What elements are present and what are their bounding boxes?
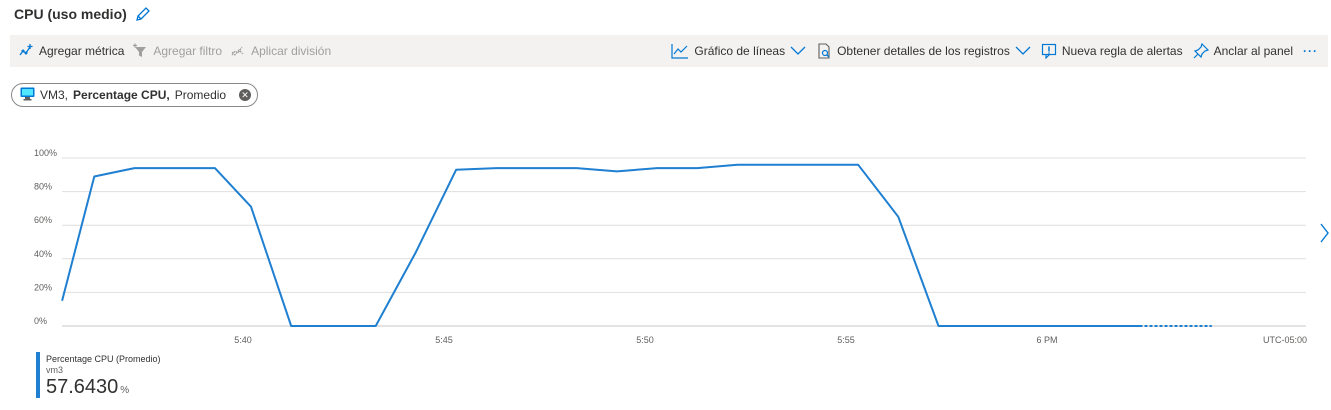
chevron-down-icon	[790, 46, 806, 56]
more-options-button[interactable]: ···	[1299, 35, 1322, 67]
x-tick-label: 5:50	[636, 335, 654, 345]
add-metric-button[interactable]: Agregar métrica	[14, 35, 128, 67]
pill-metric: Percentage CPU,	[73, 88, 170, 102]
metric-pill[interactable]: VM3, Percentage CPU, Promedio ✕	[11, 83, 259, 107]
y-tick-label: 40%	[34, 249, 52, 259]
legend-resource: vm3	[46, 365, 64, 375]
x-tick-label: 5:40	[234, 335, 252, 345]
pin-to-dashboard-button[interactable]: Anclar al panel	[1189, 35, 1297, 67]
cpu-line-chart: 100% 80% 60% 40% 20% 0% 5:40 5:45 5:50 5:55 6 PM UT…	[34, 148, 1307, 345]
add-filter-label: Agregar filtro	[153, 44, 223, 58]
legend-metric-name: Percentage CPU (Promedio)	[46, 354, 161, 364]
add-metric-icon	[18, 43, 34, 59]
logs-icon	[816, 43, 832, 59]
apply-split-button[interactable]: Aplicar división	[226, 35, 335, 67]
new-alert-rule-button[interactable]: Nueva regla de alertas	[1037, 35, 1187, 67]
y-tick-label: 60%	[34, 215, 52, 225]
get-logs-dropdown[interactable]: Obtener detalles de los registros	[812, 35, 1035, 67]
line-chart-label: Gráfico de líneas	[694, 44, 786, 58]
alert-icon	[1041, 43, 1057, 59]
add-filter-button[interactable]: Agregar filtro	[128, 35, 226, 67]
get-logs-label: Obtener detalles de los registros	[837, 44, 1010, 58]
apply-split-label: Aplicar división	[251, 44, 332, 58]
filter-icon	[132, 43, 148, 59]
timezone-label: UTC-05:00	[1263, 335, 1307, 345]
add-metric-label: Agregar métrica	[39, 44, 125, 58]
series-line	[61, 163, 1140, 327]
split-icon	[230, 43, 246, 59]
legend-value-unit: %	[120, 385, 130, 396]
legend-value: 57.6430%	[46, 376, 129, 399]
legend-color-bar	[36, 352, 40, 398]
chevron-down-icon	[1015, 46, 1031, 56]
pin-label: Anclar al panel	[1213, 44, 1293, 58]
chart-title: CPU (uso medio)	[14, 4, 151, 24]
pill-resource: VM3,	[40, 88, 69, 102]
metrics-toolbar: Agregar métrica Agregar filtro Aplicar d…	[10, 35, 1328, 67]
more-icon: ···	[1303, 44, 1318, 58]
vm-icon	[20, 87, 35, 104]
x-tick-label: 5:45	[435, 335, 453, 345]
x-tick-label: 5:55	[837, 335, 855, 345]
new-alert-label: Nueva regla de alertas	[1061, 44, 1183, 58]
pencil-icon[interactable]	[135, 6, 151, 22]
chevron-right-icon[interactable]	[1320, 222, 1330, 249]
y-tick-label: 100%	[34, 148, 57, 158]
pin-icon	[1193, 43, 1209, 59]
y-tick-label: 80%	[34, 182, 52, 192]
y-tick-label: 0%	[34, 316, 47, 326]
x-tick-label: 6 PM	[1036, 335, 1057, 345]
line-chart-icon	[671, 43, 689, 59]
line-chart-dropdown[interactable]: Gráfico de líneas	[667, 35, 810, 67]
remove-metric-icon[interactable]: ✕	[239, 89, 252, 101]
y-tick-label: 20%	[34, 282, 52, 292]
pill-aggregation: Promedio	[174, 88, 227, 102]
chart-title-text: CPU (uso medio)	[14, 6, 127, 22]
legend-value-number: 57.6430	[46, 376, 119, 398]
